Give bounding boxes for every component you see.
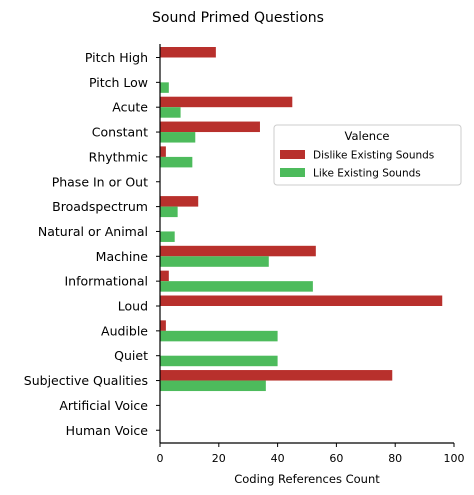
category-label-artificial-voice: Artificial Voice — [59, 398, 148, 413]
category-label-rhythmic: Rhythmic — [89, 149, 148, 164]
bar-pitch-low-like — [160, 82, 169, 93]
bar-acute-dislike — [160, 96, 293, 108]
category-label-quiet: Quiet — [114, 348, 148, 363]
x-axis-ticks: 0 20 40 60 80 100 — [157, 443, 465, 465]
bar-audible-like — [160, 330, 278, 342]
category-label-audible: Audible — [101, 323, 148, 338]
legend-swatch-dislike — [280, 150, 305, 159]
x-tick-label-0: 0 — [157, 452, 164, 465]
legend-swatch-like — [280, 168, 305, 177]
bar-subjective-qualities-dislike — [160, 370, 393, 381]
category-label-natural-or-animal: Natural or Animal — [38, 224, 148, 239]
x-tick-label-80: 80 — [388, 452, 402, 465]
category-label-pitch-low: Pitch Low — [89, 75, 148, 90]
bar-informational-dislike — [160, 270, 169, 282]
legend-label-dislike: Dislike Existing Sounds — [313, 150, 434, 162]
bar-constant-dislike — [160, 121, 260, 133]
x-axis-label: Coding References Count — [234, 472, 380, 486]
category-label-loud: Loud — [118, 299, 148, 314]
category-label-subjective-qualities: Subjective Qualities — [24, 373, 148, 388]
bar-audible-dislike — [160, 320, 166, 331]
bar-acute-like — [160, 107, 181, 118]
bar-pitch-high-dislike — [160, 47, 216, 58]
bar-constant-like — [160, 132, 196, 143]
x-tick-label-60: 60 — [329, 452, 343, 465]
x-tick-label-100: 100 — [444, 452, 465, 465]
bar-subjective-qualities-like — [160, 380, 266, 392]
bar-informational-like — [160, 281, 313, 292]
x-tick-label-20: 20 — [212, 452, 226, 465]
category-labels: Pitch High Pitch Low Acute Constant Rhythmic… — [24, 50, 160, 438]
category-label-acute: Acute — [112, 100, 148, 115]
category-label-pitch-high: Pitch High — [85, 50, 148, 65]
bar-quiet-like — [160, 355, 278, 367]
chart-title: Sound Primed Questions — [152, 10, 324, 26]
bars-group — [160, 47, 443, 392]
category-label-broadspectrum: Broadspectrum — [52, 199, 148, 214]
category-label-human-voice: Human Voice — [66, 423, 149, 438]
legend-title: Valence — [345, 129, 390, 143]
bar-rhythmic-like — [160, 156, 193, 168]
legend: Valence Dislike Existing Sounds Like Exis… — [273, 124, 462, 186]
x-tick-label-40: 40 — [271, 452, 285, 465]
bar-natural-or-animal-like — [160, 231, 175, 242]
category-label-phase-in-or-out: Phase In or Out — [52, 174, 148, 189]
category-label-constant: Constant — [92, 125, 148, 140]
category-label-machine: Machine — [96, 249, 149, 264]
bar-loud-dislike — [160, 295, 443, 306]
bar-machine-dislike — [160, 245, 316, 257]
bar-broadspectrum-dislike — [160, 196, 199, 207]
bar-machine-like — [160, 256, 269, 267]
bar-broadspectrum-like — [160, 206, 178, 218]
category-label-informational: Informational — [65, 274, 149, 289]
legend-label-like: Like Existing Sounds — [313, 168, 421, 180]
bar-rhythmic-dislike — [160, 146, 166, 157]
legend-frame — [273, 124, 462, 186]
